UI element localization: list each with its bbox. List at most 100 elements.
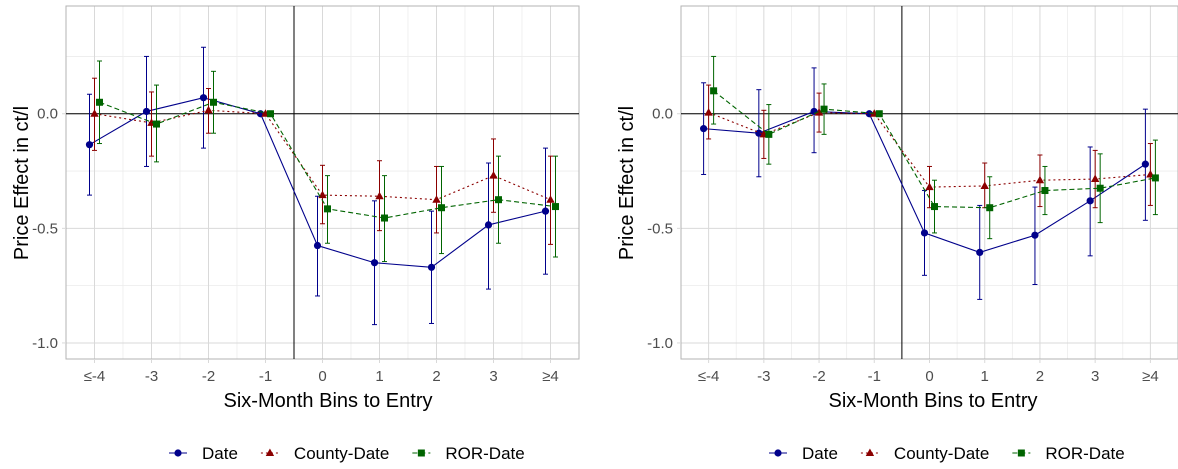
legend-label: Date — [802, 444, 838, 463]
data-point — [1031, 231, 1039, 239]
legend: Date County-Date ROR-Date — [169, 444, 525, 463]
series-date — [700, 67, 1149, 300]
data-point — [931, 203, 938, 211]
data-point — [438, 204, 445, 212]
data-point — [920, 229, 929, 237]
legend-item: Date — [769, 444, 838, 463]
data-point — [774, 449, 782, 457]
y-tick-label: 0.0 — [652, 106, 673, 123]
y-tick-label: -0.5 — [647, 220, 673, 237]
x-tick-label: -2 — [812, 368, 825, 385]
data-point — [484, 221, 493, 229]
legend-item: ROR-Date — [1012, 444, 1125, 463]
data-point — [925, 182, 934, 191]
data-point — [1041, 187, 1049, 195]
data-point — [814, 108, 824, 116]
legend-item: County-Date — [860, 444, 989, 463]
data-point — [96, 98, 103, 106]
data-point — [552, 203, 559, 211]
x-tick-label: 3 — [1091, 368, 1099, 385]
data-point — [1090, 174, 1100, 183]
x-tick-label: ≤-4 — [84, 368, 106, 385]
data-point — [495, 196, 502, 204]
data-point — [710, 87, 718, 95]
data-point — [210, 98, 217, 106]
data-point — [265, 448, 275, 456]
data-point — [765, 130, 773, 138]
x-tick-label: -3 — [145, 368, 158, 385]
x-axis-title: Six-Month Bins to Entry — [829, 390, 1038, 412]
data-point — [1035, 175, 1045, 184]
x-tick-label: 1 — [981, 368, 989, 385]
x-tick-label: ≥4 — [1142, 368, 1159, 385]
series-ror-date — [96, 60, 559, 263]
data-point — [432, 195, 441, 203]
data-point — [820, 105, 828, 113]
legend-label: County-Date — [294, 444, 389, 463]
x-tick-label: 0 — [318, 368, 326, 385]
data-point — [1096, 184, 1104, 192]
data-point — [381, 214, 388, 222]
data-point — [704, 108, 713, 116]
data-point — [204, 105, 213, 114]
data-point — [1151, 174, 1159, 182]
data-point — [142, 107, 151, 116]
series-line — [713, 90, 1156, 209]
legend-label: ROR-Date — [445, 444, 524, 463]
data-point — [90, 109, 99, 117]
x-tick-label: 1 — [375, 368, 383, 385]
x-axis-title: Six-Month Bins to Entry — [224, 390, 433, 412]
data-point — [541, 207, 550, 215]
data-point — [1086, 197, 1094, 205]
x-tick-label: ≤-4 — [698, 368, 720, 385]
legend-label: County-Date — [894, 444, 989, 463]
data-point — [417, 449, 425, 457]
data-point — [976, 248, 984, 257]
data-point — [980, 181, 989, 189]
data-point — [324, 205, 331, 213]
right-chart-panel: Price Effect in ct/l Six-Month Bins to E… — [616, 5, 1178, 463]
x-tick-label: 0 — [925, 368, 933, 385]
x-tick-label: 2 — [1036, 368, 1044, 385]
series-date — [85, 46, 550, 326]
data-point — [375, 191, 384, 200]
x-tick-label: -1 — [868, 368, 881, 385]
legend-label: ROR-Date — [1045, 444, 1124, 463]
y-axis-title: Price Effect in ct/l — [11, 106, 33, 260]
data-point — [986, 204, 994, 212]
left-chart-panel: Price Effect in ct/l Six-Month Bins to E… — [11, 5, 580, 463]
data-point — [1141, 160, 1149, 168]
x-tick-label: ≥4 — [542, 368, 559, 385]
data-point — [199, 94, 208, 102]
data-point — [875, 110, 883, 118]
legend-item: Date — [169, 444, 238, 463]
x-tick-label: 2 — [432, 368, 440, 385]
y-tick-label: -0.5 — [32, 220, 58, 237]
y-axis-title: Price Effect in ct/l — [616, 106, 638, 260]
data-point — [865, 448, 875, 456]
y-tick-label: -1.0 — [32, 335, 58, 352]
data-point — [85, 141, 94, 149]
y-tick-label: -1.0 — [647, 335, 673, 352]
data-point — [546, 195, 555, 203]
x-tick-label: -2 — [202, 368, 215, 385]
data-point — [153, 120, 160, 128]
data-point — [174, 449, 182, 457]
data-point — [370, 259, 379, 267]
data-point — [318, 190, 327, 199]
series-ror-date — [710, 55, 1159, 240]
y-tick-label: 0.0 — [37, 106, 58, 123]
legend-item: County-Date — [260, 444, 389, 463]
x-tick-label: -1 — [259, 368, 272, 385]
x-tick-label: -3 — [757, 368, 770, 385]
legend: Date County-Date ROR-Date — [769, 444, 1125, 463]
legend-label: Date — [202, 444, 238, 463]
data-point — [1017, 449, 1025, 457]
data-point — [313, 241, 322, 250]
data-point — [427, 263, 436, 271]
data-point — [489, 171, 498, 179]
data-point — [267, 110, 274, 118]
legend-item: ROR-Date — [412, 444, 525, 463]
x-tick-label: 3 — [489, 368, 497, 385]
